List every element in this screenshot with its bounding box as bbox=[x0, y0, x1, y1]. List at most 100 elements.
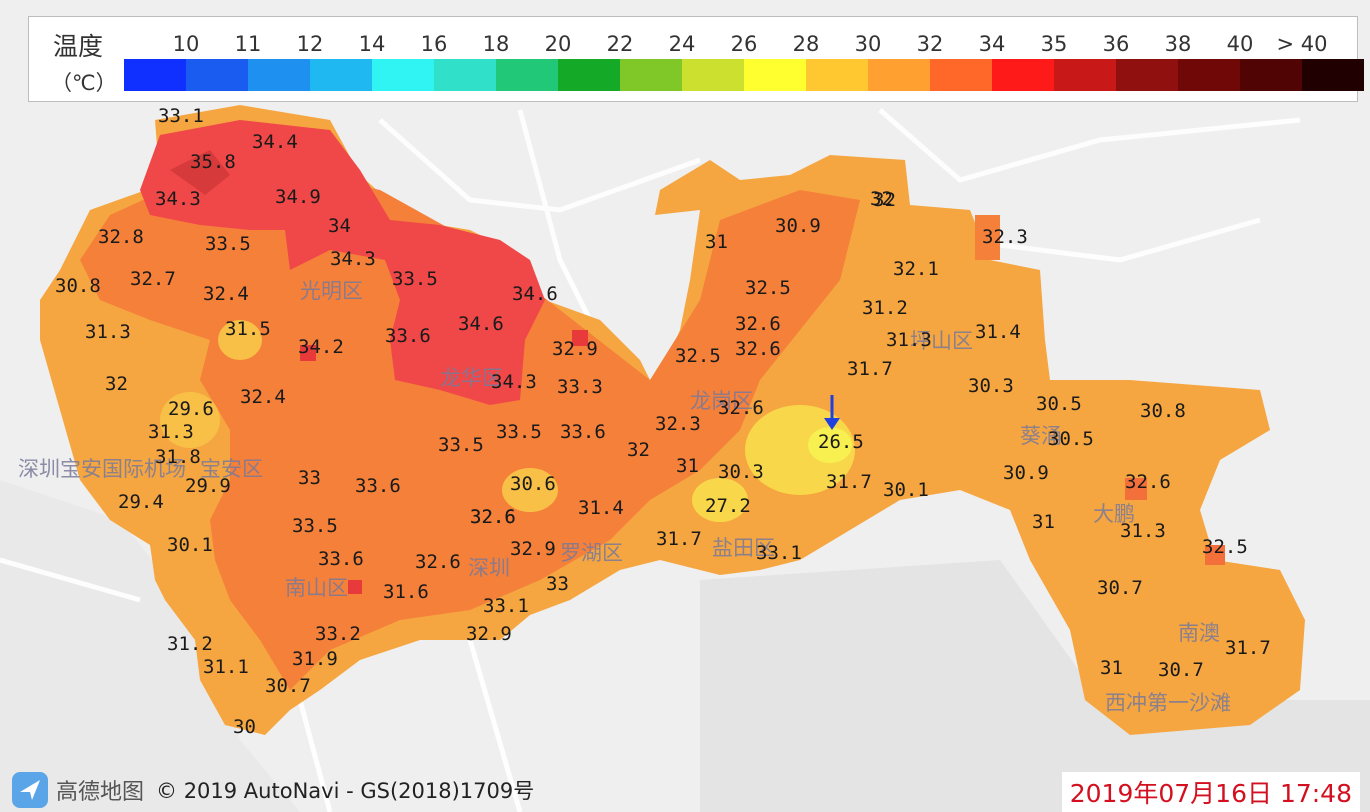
legend-tick: 35 bbox=[1040, 32, 1068, 56]
legend-swatch bbox=[1054, 59, 1116, 91]
legend-tick: 22 bbox=[606, 32, 634, 56]
temperature-reading: 31 bbox=[1100, 657, 1123, 679]
temperature-reading: 32.6 bbox=[735, 313, 781, 335]
sea-area-west bbox=[0, 480, 300, 812]
temperature-reading: 32 bbox=[870, 188, 893, 210]
legend-tick: 12 bbox=[296, 32, 324, 56]
arrow-down-icon[interactable] bbox=[824, 395, 840, 430]
temperature-reading: 32.6 bbox=[718, 397, 764, 419]
legend-swatch bbox=[310, 59, 372, 91]
temperature-reading: 32.9 bbox=[510, 538, 556, 560]
legend-tick: 10 bbox=[172, 32, 200, 56]
copyright-text: © 2019 AutoNavi - GS(2018)1709号 bbox=[156, 779, 535, 803]
temperature-reading: 30.9 bbox=[775, 215, 821, 237]
cool-patch-3 bbox=[692, 478, 748, 522]
cool-patch-2 bbox=[808, 427, 852, 463]
temperature-reading: 30.1 bbox=[883, 479, 929, 501]
temperature-reading: 31.7 bbox=[656, 528, 702, 550]
legend-tick: 40 bbox=[1226, 32, 1254, 56]
temperature-reading: 29.4 bbox=[118, 491, 164, 513]
region-warm bbox=[80, 160, 860, 690]
temperature-reading: 31.3 bbox=[148, 421, 194, 443]
place-label: 葵涌 bbox=[1020, 424, 1062, 448]
temperature-reading: 34.3 bbox=[330, 248, 376, 270]
temperature-reading: 32.6 bbox=[1125, 471, 1171, 493]
temperature-reading: 34.6 bbox=[458, 313, 504, 335]
legend-tick: > 40 bbox=[1276, 32, 1328, 56]
temperature-reading: 33.1 bbox=[756, 542, 802, 564]
temperature-readings: 33.1 34.4 35.8 34.3 34.9 34 34.3 32.8 33.5 32.7 32… bbox=[55, 105, 1271, 738]
amap-logo-icon bbox=[12, 772, 48, 808]
place-label: 罗湖区 bbox=[560, 541, 623, 565]
temperature-reading: 31.4 bbox=[578, 497, 624, 519]
legend-swatch bbox=[1178, 59, 1240, 91]
region-hot-north bbox=[140, 120, 545, 405]
legend-swatch bbox=[186, 59, 248, 91]
temperature-reading: 32 bbox=[627, 439, 650, 461]
temperature-reading: 33.6 bbox=[385, 325, 431, 347]
temperature-reading: 31.3 bbox=[886, 329, 932, 351]
temperature-reading: 32.7 bbox=[130, 268, 176, 290]
temperature-reading: 35.8 bbox=[190, 151, 236, 173]
temperature-reading: 32 bbox=[105, 373, 128, 395]
legend-title: 温度 bbox=[53, 32, 104, 61]
place-label: 宝安区 bbox=[200, 457, 263, 481]
temperature-reading: 32.1 bbox=[893, 258, 939, 280]
cool-patch-4 bbox=[502, 468, 558, 512]
temperature-reading: 31.4 bbox=[975, 321, 1021, 343]
legend-tick: 18 bbox=[482, 32, 510, 56]
temperature-reading: 31.1 bbox=[203, 656, 249, 678]
temperature-reading: 32.6 bbox=[470, 506, 516, 528]
temperature-reading: 31.8 bbox=[155, 446, 201, 468]
place-label: 大鹏 bbox=[1093, 502, 1135, 526]
temperature-reading: 31.6 bbox=[383, 581, 429, 603]
temperature-reading: 27.2 bbox=[705, 495, 751, 517]
legend-swatch bbox=[434, 59, 496, 91]
legend-tick: 36 bbox=[1102, 32, 1130, 56]
temperature-reading: 31.3 bbox=[85, 321, 131, 343]
temperature-reading: 34 bbox=[328, 215, 351, 237]
temperature-reading: 33.5 bbox=[438, 434, 484, 456]
legend-tick: 38 bbox=[1164, 32, 1192, 56]
temperature-reading: 30.9 bbox=[1003, 462, 1049, 484]
temperature-reading: 30.7 bbox=[265, 675, 311, 697]
temperature-reading: 26.5 bbox=[818, 431, 864, 453]
temperature-reading: 33.5 bbox=[496, 421, 542, 443]
temperature-reading: 33 bbox=[298, 467, 321, 489]
temperature-reading: 30.5 bbox=[1036, 393, 1082, 415]
temperature-reading: 31 bbox=[1032, 511, 1055, 533]
temperature-reading: 31.5 bbox=[225, 318, 271, 340]
temperature-legend: 温度 （℃） 10 11 12 14 16 18 20 22 24 26 28 30 32 34 35 36 3… bbox=[28, 16, 1364, 102]
temperature-reading: 31.7 bbox=[847, 358, 893, 380]
temperature-reading: 33.5 bbox=[392, 268, 438, 290]
temperature-reading: 33.5 bbox=[205, 233, 251, 255]
legend-tick: 20 bbox=[544, 32, 572, 56]
place-label: 龙岗区 bbox=[690, 389, 753, 413]
legend-ticks: 10 11 12 14 16 18 20 22 24 26 28 30 32 34 35 36 38 40 > 40 bbox=[124, 32, 1364, 60]
legend-swatch bbox=[992, 59, 1054, 91]
temperature-reading: 34.2 bbox=[298, 336, 344, 358]
temperature-reading: 33 bbox=[546, 573, 569, 595]
temperature-reading: 31.2 bbox=[167, 633, 213, 655]
place-label: 坪山区 bbox=[910, 329, 973, 353]
legend-swatch bbox=[372, 59, 434, 91]
temperature-reading: 32.9 bbox=[466, 623, 512, 645]
temperature-reading: 29.9 bbox=[185, 475, 231, 497]
hot-marker bbox=[348, 580, 362, 594]
legend-swatch bbox=[744, 59, 806, 91]
legend-tick: 24 bbox=[668, 32, 696, 56]
temperature-reading: 30.1 bbox=[167, 534, 213, 556]
temperature-reading: 30.3 bbox=[968, 375, 1014, 397]
temperature-reading: 34.3 bbox=[491, 371, 537, 393]
temperature-reading: 32.6 bbox=[470, 506, 516, 528]
temperature-reading: 32.3 bbox=[655, 413, 701, 435]
temperature-reading: 32.5 bbox=[675, 345, 721, 367]
timestamp: 2019年07月16日 17:48 bbox=[1061, 772, 1360, 812]
temperature-reading: 32.8 bbox=[98, 226, 144, 248]
legend-color-bar bbox=[124, 59, 1364, 91]
map-attribution: 高德地图 © 2019 AutoNavi - GS(2018)1709号 bbox=[12, 772, 534, 808]
temperature-reading: 32.4 bbox=[240, 386, 286, 408]
temperature-reading: 34.6 bbox=[512, 283, 558, 305]
